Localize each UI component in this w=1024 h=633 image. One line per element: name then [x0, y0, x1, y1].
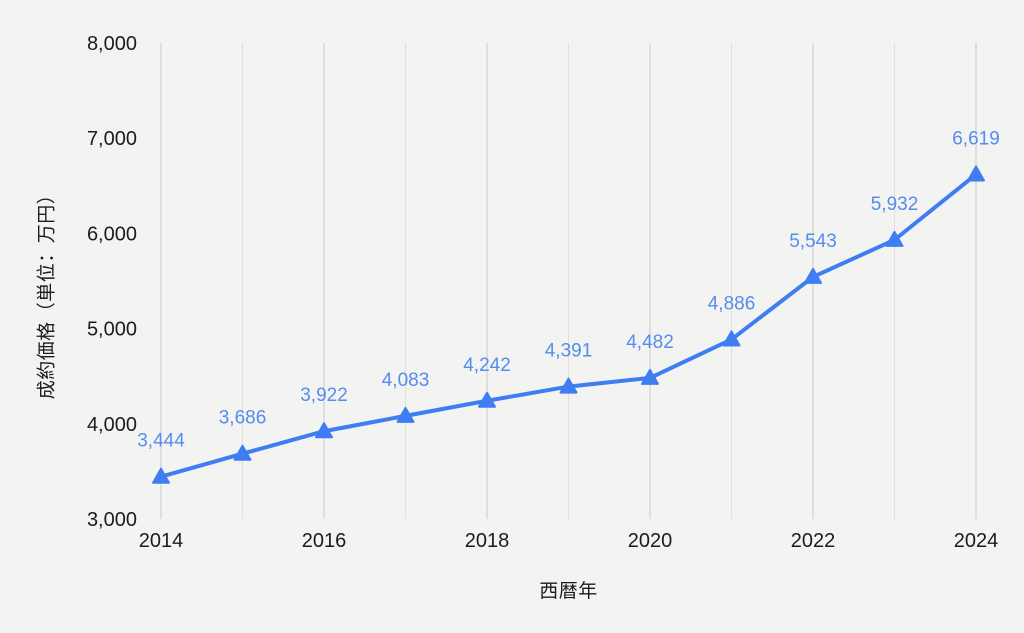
- x-axis-tick-label: 2016: [302, 530, 347, 552]
- x-axis-tick-label: 2024: [954, 530, 999, 552]
- data-point-label: 5,543: [789, 231, 837, 252]
- y-axis-tick-label: 4,000: [87, 414, 137, 436]
- data-point-label: 4,482: [626, 332, 674, 353]
- data-point-label: 4,886: [708, 293, 756, 314]
- x-axis-title: 西暦年: [539, 581, 598, 602]
- y-axis-tick-label: 3,000: [87, 509, 137, 531]
- data-point-label: 3,444: [137, 431, 185, 452]
- x-axis-tick-label: 2018: [465, 530, 510, 552]
- data-point-marker: [804, 267, 822, 284]
- data-point-marker: [722, 330, 741, 347]
- data-point-label: 5,932: [871, 194, 919, 215]
- x-axis-tick-label: 2014: [139, 530, 184, 552]
- y-axis-tick-label: 7,000: [87, 128, 137, 150]
- data-point-label: 6,619: [952, 128, 1000, 149]
- x-axis-tick-label: 2022: [791, 530, 836, 552]
- data-point-marker: [967, 165, 985, 182]
- data-point-label: 4,391: [545, 341, 593, 362]
- data-point-marker: [559, 377, 578, 394]
- data-point-label: 3,922: [300, 385, 348, 406]
- y-axis-tick-label: 5,000: [87, 319, 137, 341]
- data-point-marker: [885, 230, 904, 247]
- data-point-label: 4,242: [463, 355, 511, 376]
- y-axis-tick-label: 8,000: [87, 33, 137, 55]
- data-point-marker: [396, 406, 415, 423]
- data-point-label: 3,686: [219, 408, 267, 429]
- y-axis-tick-label: 6,000: [87, 223, 137, 245]
- data-point-label: 4,083: [382, 370, 430, 391]
- x-axis-tick-label: 2020: [628, 530, 673, 552]
- data-point-marker: [315, 422, 333, 439]
- data-point-marker: [233, 444, 252, 461]
- data-point-marker: [641, 368, 659, 385]
- data-point-marker: [152, 467, 170, 484]
- data-point-marker: [478, 391, 496, 408]
